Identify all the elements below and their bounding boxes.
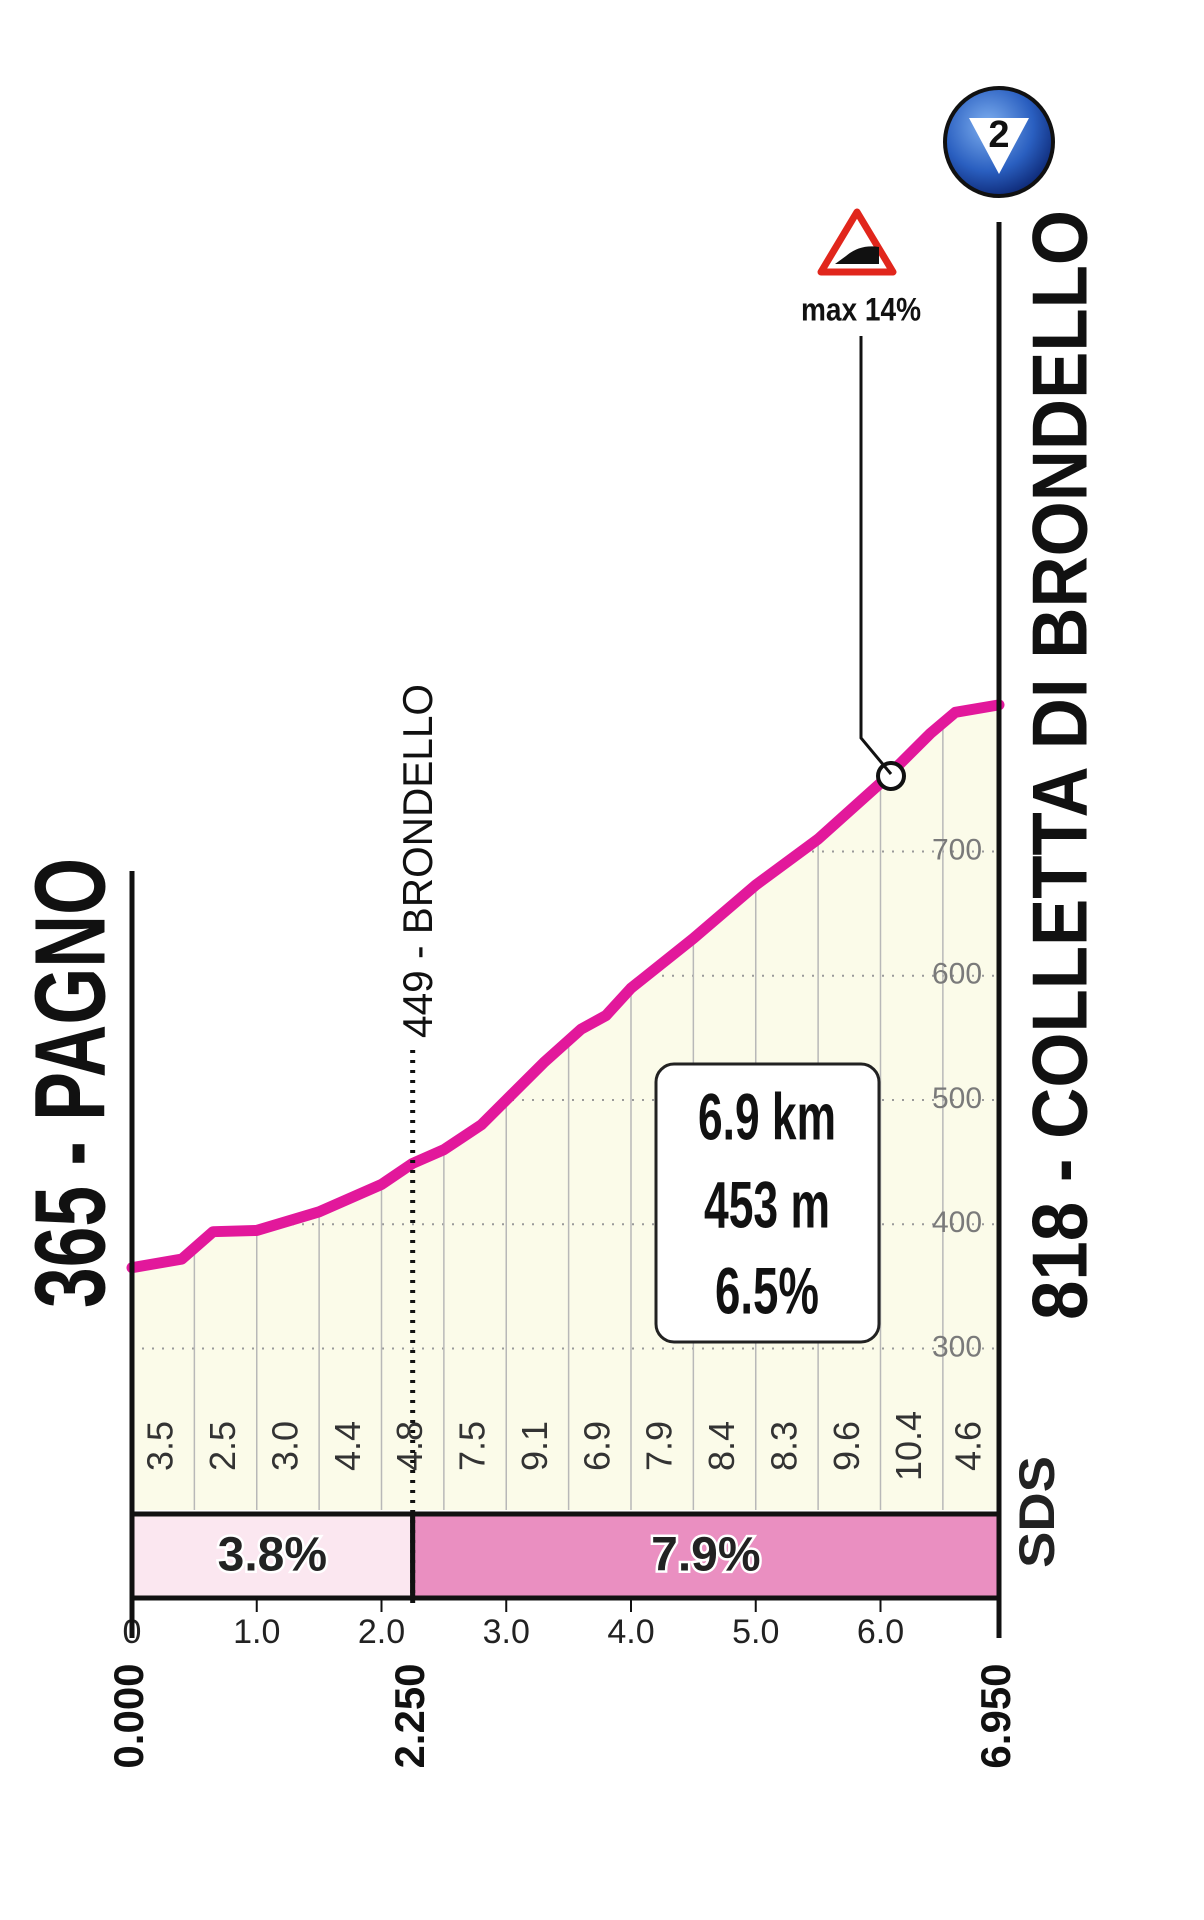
segment-gradient: 6.9 (576, 1421, 617, 1471)
waypoint-label: 449 - BRONDELLO (394, 684, 441, 1038)
max-leader (859, 336, 893, 775)
distance-marker: 0.000 (105, 1663, 152, 1768)
max-icon-slope (835, 246, 879, 264)
segment-gradient: 7.9 (639, 1421, 680, 1471)
plot-front: 300 400 500 600 700 3.5 2.5 3.0 4.4 4.8 7.5 9.1 6.9 7… (105, 222, 1019, 1769)
segment-gradient: 3.0 (264, 1421, 305, 1471)
x-tick-label: 5.0 (732, 1613, 779, 1651)
segment-gradient: 3.5 (140, 1421, 181, 1471)
y-tick-label: 600 (932, 958, 982, 991)
finish-label: 818 - COLLETTA DI BRONDELLO (1016, 210, 1104, 1320)
segment-gradient: 7.5 (452, 1421, 493, 1471)
x-tick-label: 2.0 (358, 1613, 405, 1651)
gradient-section-label: 7.9% (651, 1529, 760, 1582)
logo: SDS (1009, 1456, 1065, 1568)
summary-gradient: 6.5% (715, 1253, 819, 1327)
start-label: 365 - PAGNO (14, 858, 126, 1308)
segment-gradient: 9.6 (826, 1421, 867, 1471)
segment-gradient: 4.8 (389, 1421, 430, 1471)
gradient-section-label: 3.8% (218, 1529, 327, 1582)
y-tick-label: 500 (932, 1082, 982, 1115)
segment-gradient: 10.4 (888, 1411, 929, 1481)
segment-gradient: 8.3 (763, 1421, 804, 1471)
y-tick-label: 400 (932, 1206, 982, 1239)
y-tick-label: 700 (932, 833, 982, 866)
segment-gradient: 9.1 (514, 1421, 555, 1471)
x-tick-label: 3.0 (483, 1613, 530, 1651)
segment-gradient: 2.5 (202, 1421, 243, 1471)
segment-gradient: 4.4 (327, 1421, 368, 1471)
y-tick-label: 300 (932, 1330, 982, 1363)
max-point (876, 761, 906, 791)
segment-gradient: 8.4 (701, 1421, 742, 1471)
distance-marker: 2.250 (386, 1663, 433, 1768)
kom-category: 2 (988, 114, 1009, 156)
segment-gradient: 4.6 (947, 1421, 988, 1471)
summary-box (654, 1062, 881, 1344)
x-tick-label: 6.0 (857, 1613, 904, 1651)
gradient-section (410, 1511, 1002, 1601)
summary-length: 6.9 km (698, 1079, 836, 1153)
kom-triangle (969, 118, 1029, 174)
summary-gain: 453 m (704, 1167, 830, 1241)
max-label: max 14% (801, 291, 921, 327)
distance-marker: 6.950 (972, 1663, 1019, 1768)
x-tick-label: 4.0 (607, 1613, 654, 1651)
x-tick-label: 1.0 (233, 1613, 280, 1651)
